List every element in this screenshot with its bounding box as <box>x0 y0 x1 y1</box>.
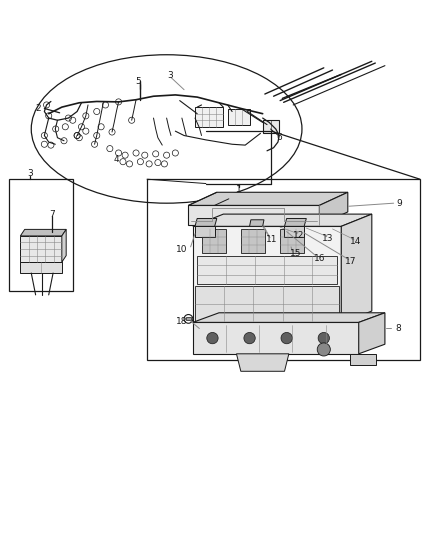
Polygon shape <box>341 214 372 323</box>
Text: 13: 13 <box>322 233 334 243</box>
Polygon shape <box>195 227 215 237</box>
Text: 3: 3 <box>28 169 33 178</box>
Text: 10: 10 <box>176 245 187 254</box>
Text: 14: 14 <box>350 237 361 246</box>
Circle shape <box>281 333 292 344</box>
Text: 5: 5 <box>135 77 141 86</box>
Polygon shape <box>263 120 279 133</box>
Text: 12: 12 <box>293 231 304 239</box>
Polygon shape <box>250 220 264 227</box>
Polygon shape <box>195 107 223 127</box>
Polygon shape <box>228 109 250 125</box>
Text: 9: 9 <box>396 199 402 208</box>
Polygon shape <box>195 286 339 321</box>
Polygon shape <box>201 229 226 253</box>
Text: 7: 7 <box>49 209 55 219</box>
Polygon shape <box>195 219 217 227</box>
Polygon shape <box>193 313 385 322</box>
Polygon shape <box>20 262 62 273</box>
Polygon shape <box>350 354 376 365</box>
Polygon shape <box>193 322 359 354</box>
Polygon shape <box>197 256 337 284</box>
Polygon shape <box>188 205 319 225</box>
Polygon shape <box>241 229 265 253</box>
Text: 3: 3 <box>167 71 173 80</box>
Polygon shape <box>193 227 341 323</box>
Text: 15: 15 <box>290 249 301 258</box>
Text: 17: 17 <box>345 257 357 266</box>
Polygon shape <box>285 227 304 237</box>
Polygon shape <box>359 313 385 354</box>
Polygon shape <box>193 214 372 227</box>
Text: 18: 18 <box>176 317 187 326</box>
Polygon shape <box>237 354 289 372</box>
Polygon shape <box>62 229 66 262</box>
Text: 16: 16 <box>314 254 325 263</box>
Circle shape <box>318 333 329 344</box>
Circle shape <box>244 333 255 344</box>
Text: 6: 6 <box>276 133 282 142</box>
Circle shape <box>317 343 330 356</box>
Text: 11: 11 <box>265 235 277 244</box>
Text: 1: 1 <box>236 185 241 194</box>
Text: 2: 2 <box>35 104 41 113</box>
Polygon shape <box>20 236 62 262</box>
Polygon shape <box>280 229 304 253</box>
Text: 4: 4 <box>113 155 119 164</box>
Circle shape <box>207 333 218 344</box>
Text: 8: 8 <box>395 324 401 333</box>
Polygon shape <box>285 219 306 227</box>
Polygon shape <box>319 192 348 225</box>
Polygon shape <box>186 317 191 320</box>
Polygon shape <box>188 192 348 205</box>
Polygon shape <box>20 229 66 236</box>
